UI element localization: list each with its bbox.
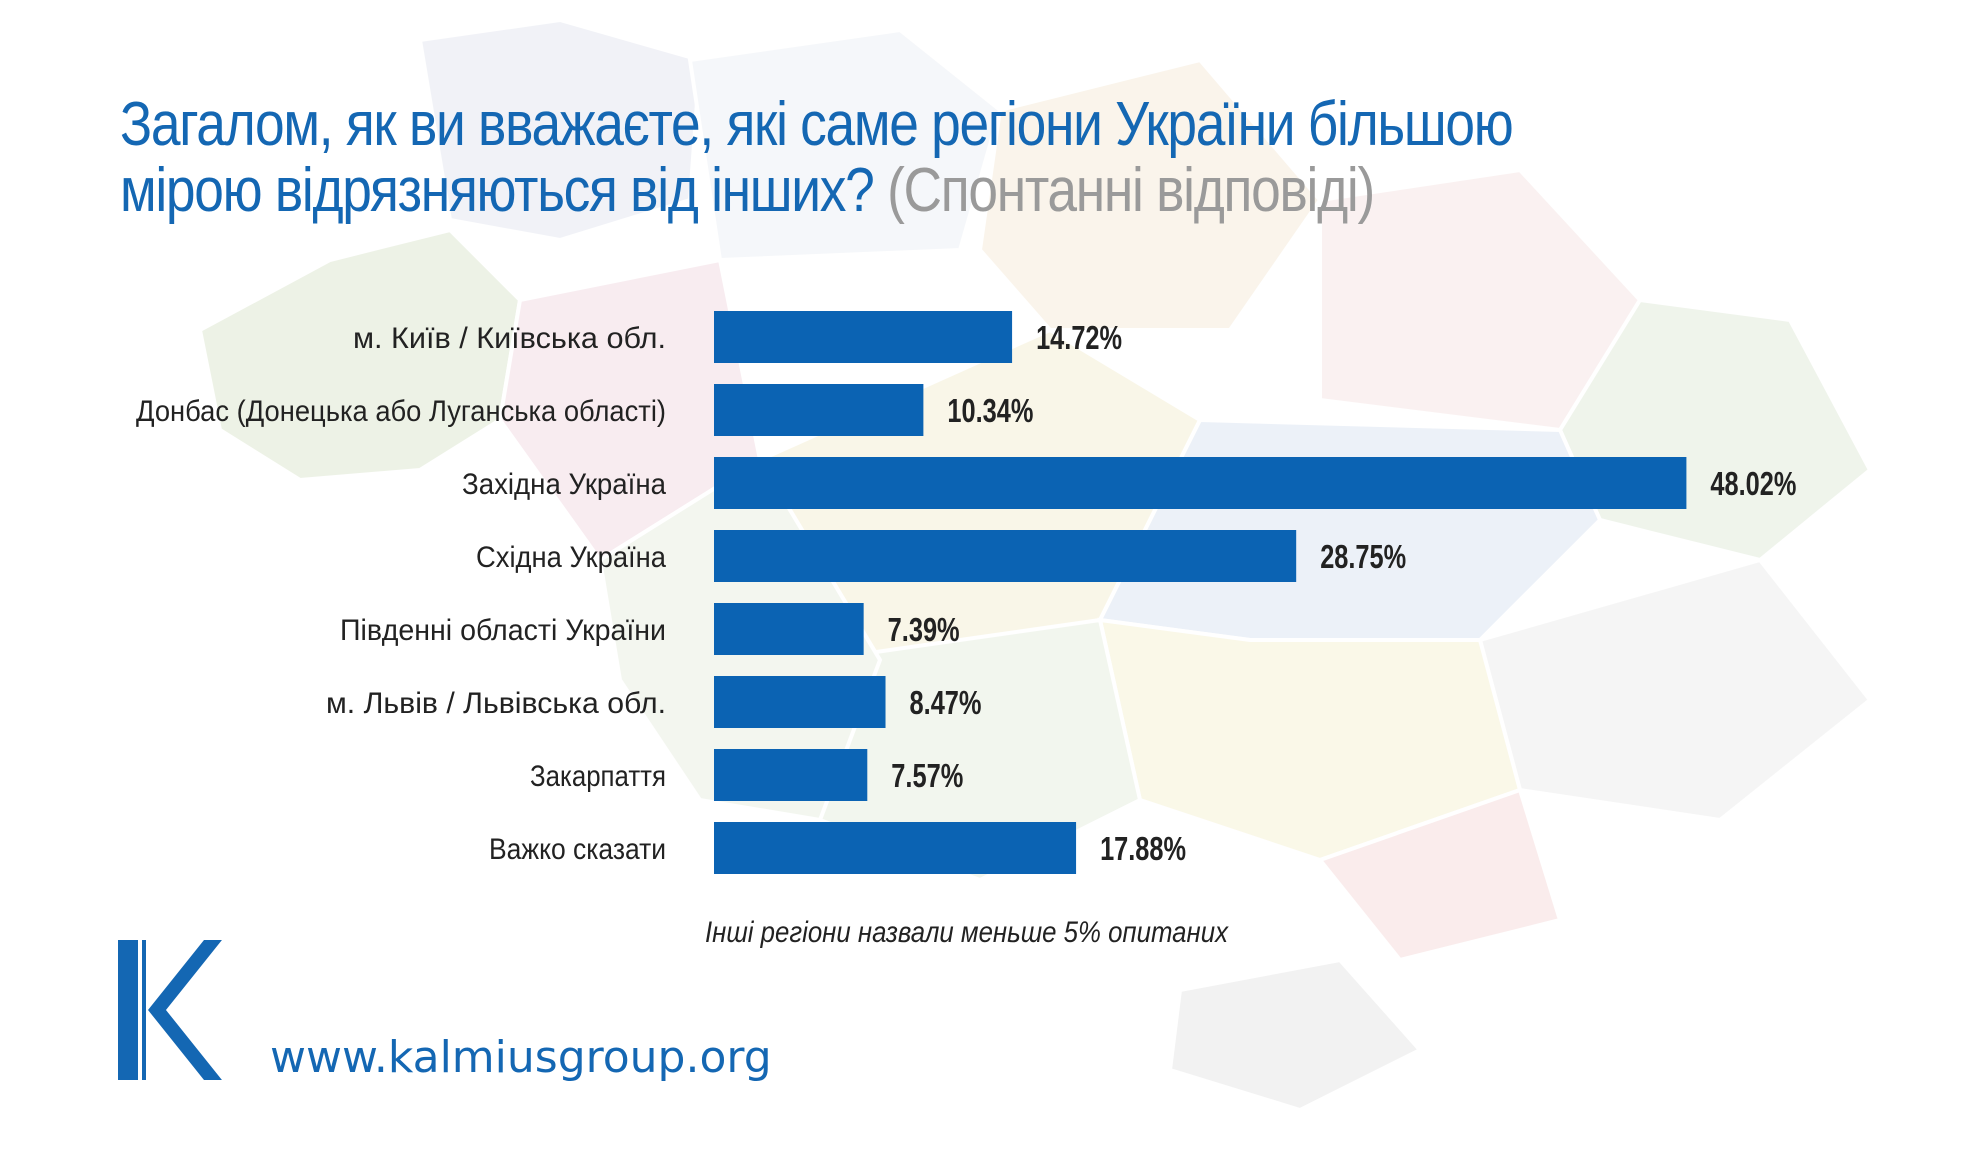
- map-region: [1316, 787, 1563, 963]
- value-label: 7.39%: [888, 611, 960, 648]
- category-label: Східна Україна: [476, 541, 666, 574]
- category-label: Донбас (Донецька або Луганська області): [136, 395, 666, 428]
- category-label: м. Львів / Львівська обл.: [326, 687, 666, 720]
- kalmius-k-logo-icon: [118, 940, 222, 1080]
- value-label: 48.02%: [1710, 465, 1796, 502]
- value-label: 14.72%: [1036, 319, 1122, 356]
- title-main: Загалом, як ви вважаєте, які саме регіон…: [120, 90, 1514, 225]
- category-label: Закарпаття: [530, 760, 666, 793]
- bar: [714, 822, 1077, 874]
- map-region: [977, 57, 1323, 332]
- value-label: 10.34%: [947, 392, 1033, 429]
- bar: [714, 749, 868, 801]
- bar: [714, 530, 1297, 582]
- bar: [714, 311, 1013, 363]
- category-label: Західна Україна: [462, 468, 666, 501]
- value-label: 28.75%: [1320, 538, 1406, 575]
- map-region: [417, 17, 703, 243]
- chart-note: Інші регіони назвали меньше 5% опитаних: [705, 916, 1228, 949]
- map-region: [687, 27, 1003, 263]
- category-label: м. Київ / Київська обл.: [353, 322, 666, 355]
- bar: [714, 676, 886, 728]
- bar: [714, 457, 1687, 509]
- map-region: [1167, 957, 1424, 1113]
- value-label: 8.47%: [910, 684, 982, 721]
- title-subtitle: (Спонтанні відповіді): [887, 156, 1375, 225]
- bar: [714, 384, 924, 436]
- website-link[interactable]: www.kalmiusgroup.org: [270, 1032, 772, 1083]
- bar: [714, 603, 864, 655]
- value-label: 7.57%: [891, 757, 963, 794]
- value-label: 17.88%: [1100, 830, 1186, 867]
- category-label: Важко сказати: [489, 833, 666, 866]
- chart-title: Загалом, як ви вважаєте, які саме регіон…: [120, 92, 1651, 224]
- category-label: Південні області України: [340, 614, 666, 647]
